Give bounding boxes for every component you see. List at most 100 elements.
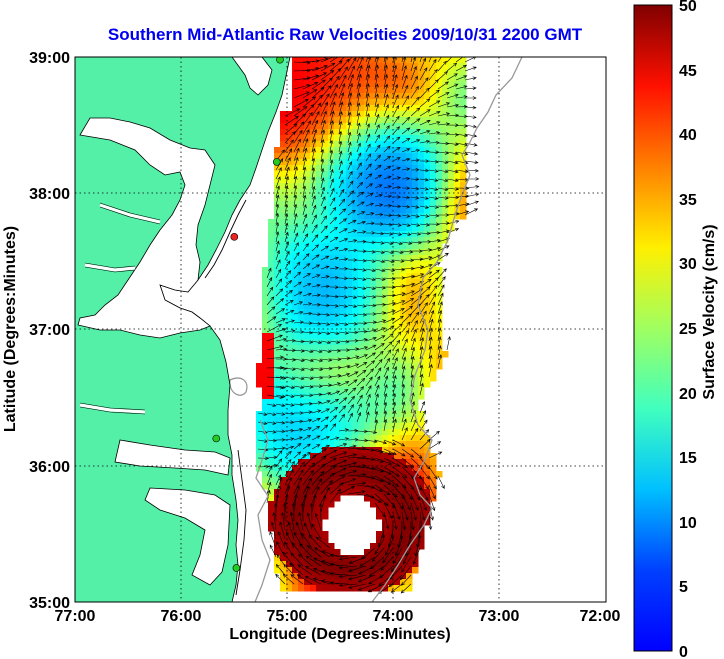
velocity-arrow <box>437 196 449 200</box>
velocity-cell <box>346 351 353 358</box>
velocity-cell <box>298 459 305 466</box>
velocity-cell <box>370 357 377 364</box>
velocity-arrow <box>302 175 307 189</box>
velocity-cell <box>346 357 353 364</box>
velocity-cell <box>352 447 359 454</box>
velocity-arrow <box>338 405 347 414</box>
velocity-cell <box>346 87 353 94</box>
velocity-arrow <box>356 312 368 317</box>
velocity-cell <box>442 75 449 82</box>
velocity-cell <box>334 267 341 274</box>
velocity-arrow <box>347 248 358 253</box>
velocity-cell <box>376 141 383 148</box>
velocity-cell <box>262 309 269 316</box>
velocity-cell <box>274 321 281 328</box>
velocity-arrow <box>446 62 458 72</box>
velocity-cell <box>334 117 341 124</box>
velocity-arrow <box>437 336 442 351</box>
velocity-cell <box>394 237 401 244</box>
velocity-cell <box>448 135 455 142</box>
velocity-cell <box>304 183 311 190</box>
velocity-arrow <box>347 437 359 442</box>
velocity-arrow <box>383 114 390 126</box>
velocity-cell <box>352 195 359 202</box>
velocity-cell <box>412 171 419 178</box>
velocity-cell <box>400 345 407 352</box>
velocity-cell <box>316 147 323 154</box>
velocity-cell <box>352 201 359 208</box>
velocity-cell <box>358 219 365 226</box>
velocity-cell <box>340 363 347 370</box>
velocity-cell <box>328 273 335 280</box>
velocity-arrow <box>374 134 380 144</box>
velocity-cell <box>292 429 299 436</box>
velocity-cell <box>382 255 389 262</box>
velocity-cell <box>364 201 371 208</box>
velocity-arrow <box>320 349 332 353</box>
velocity-arrow <box>320 119 326 135</box>
velocity-cell <box>370 585 377 592</box>
velocity-cell <box>406 453 413 460</box>
velocity-cell <box>358 261 365 268</box>
velocity-cell <box>286 153 293 160</box>
velocity-cell <box>352 105 359 112</box>
velocity-cell <box>460 165 467 172</box>
velocity-arrow <box>392 223 402 227</box>
velocity-arrow <box>356 268 367 272</box>
velocity-arrow <box>311 418 321 423</box>
velocity-cell <box>328 219 335 226</box>
velocity-cell <box>412 141 419 148</box>
radar-station-marker <box>276 57 284 64</box>
velocity-cell <box>418 423 425 430</box>
velocity-cell <box>292 111 299 118</box>
velocity-arrow <box>365 143 371 153</box>
velocity-cell <box>292 237 299 244</box>
velocity-cell <box>376 171 383 178</box>
velocity-cell <box>400 279 407 286</box>
velocity-cell <box>322 249 329 256</box>
velocity-cell <box>424 57 431 64</box>
velocity-cell <box>364 561 371 568</box>
velocity-cell <box>436 471 443 478</box>
velocity-cell <box>382 339 389 346</box>
velocity-cell <box>286 441 293 448</box>
velocity-arrow <box>356 191 364 198</box>
velocity-cell <box>382 429 389 436</box>
velocity-arrow <box>401 305 414 315</box>
velocity-cell <box>286 573 293 580</box>
velocity-arrow <box>329 475 346 486</box>
velocity-cell <box>412 513 419 520</box>
velocity-cell <box>400 159 407 166</box>
velocity-arrow <box>338 257 349 262</box>
velocity-arrow <box>365 475 384 483</box>
velocity-arrow <box>329 75 340 90</box>
velocity-cell <box>412 339 419 346</box>
velocity-cell <box>430 369 437 376</box>
velocity-arrow <box>365 123 370 135</box>
velocity-cell <box>340 387 347 394</box>
velocity-arrow <box>374 250 386 254</box>
velocity-arrow <box>293 261 301 270</box>
velocity-cell <box>406 207 413 214</box>
velocity-cell <box>400 435 407 442</box>
velocity-cell <box>328 159 335 166</box>
velocity-cell <box>322 135 329 142</box>
velocity-cell <box>412 261 419 268</box>
velocity-cell <box>424 447 431 454</box>
velocity-cell <box>388 255 395 262</box>
velocity-cell <box>394 123 401 130</box>
velocity-cell <box>316 483 323 490</box>
velocity-cell <box>298 135 305 142</box>
velocity-arrow <box>374 448 393 456</box>
velocity-arrow <box>374 164 382 171</box>
velocity-cell <box>352 399 359 406</box>
velocity-cell <box>400 255 407 262</box>
velocity-cell <box>304 63 311 70</box>
velocity-cell <box>430 327 437 334</box>
velocity-cell <box>376 387 383 394</box>
velocity-cell <box>358 249 365 256</box>
colorbar-tick-label: 35 <box>679 192 697 209</box>
velocity-arrow <box>383 241 394 245</box>
velocity-cell <box>334 75 341 82</box>
velocity-cell <box>412 453 419 460</box>
